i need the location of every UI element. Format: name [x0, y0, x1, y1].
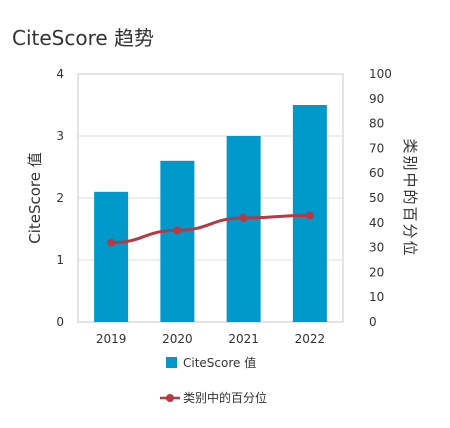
- percentile-point-2019: [107, 238, 116, 247]
- y-tick-label-2: 2: [56, 191, 64, 205]
- y-tick-label-3: 3: [56, 129, 64, 143]
- bar-2021: [226, 136, 261, 322]
- bar-2020: [160, 160, 195, 322]
- legend-line-label: 类别中的百分位: [183, 390, 267, 405]
- percentile-point-2021: [239, 213, 248, 222]
- y2-tick-label-20: 20: [369, 265, 384, 279]
- x-tick-label-2022: 2022: [295, 332, 326, 346]
- y2-tick-label-90: 90: [369, 92, 384, 106]
- y2-tick-label-30: 30: [369, 241, 384, 255]
- y2-tick-label-10: 10: [369, 290, 384, 304]
- x-tick-label-2019: 2019: [96, 332, 127, 346]
- legend-bar-label: CiteScore 值: [183, 355, 256, 370]
- percentile-point-2020: [173, 226, 182, 235]
- y-tick-label-0: 0: [56, 315, 64, 329]
- x-tick-label-2021: 2021: [228, 332, 259, 346]
- y2-tick-label-100: 100: [369, 67, 392, 81]
- y2-tick-label-80: 80: [369, 117, 384, 131]
- bar-2019: [94, 191, 129, 322]
- y-tick-label-4: 4: [56, 67, 64, 81]
- chart-title: CiteScore 趋势: [12, 26, 155, 50]
- y-tick-label-1: 1: [56, 253, 64, 267]
- legend-line-marker: [166, 394, 174, 402]
- y2-axis-title: 类别中的百分位: [401, 138, 419, 257]
- percentile-line: [109, 213, 312, 245]
- legend-bar-swatch: [166, 357, 177, 368]
- y2-tick-label-50: 50: [369, 191, 384, 205]
- plot-area-frame: [77, 73, 344, 323]
- y2-tick-label-60: 60: [369, 166, 384, 180]
- percentile-point-2022: [305, 211, 314, 220]
- x-tick-label-2020: 2020: [162, 332, 193, 346]
- y-axis-title: CiteScore 值: [26, 152, 44, 244]
- y2-tick-label-40: 40: [369, 216, 384, 230]
- y2-tick-label-0: 0: [369, 315, 377, 329]
- y2-tick-label-70: 70: [369, 141, 384, 155]
